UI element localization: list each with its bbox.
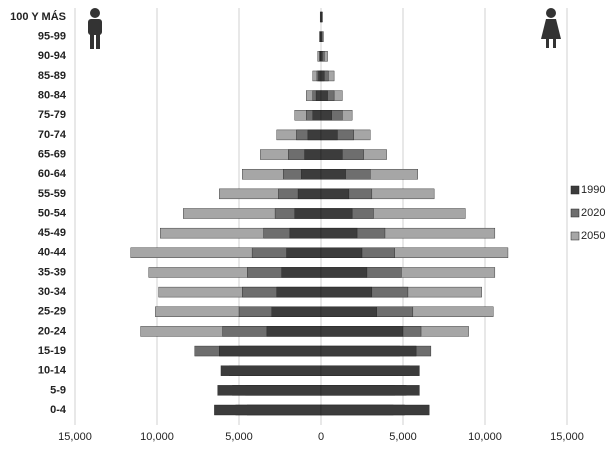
bar	[307, 129, 322, 141]
x-tick-label: 15,000	[58, 431, 92, 443]
bar	[315, 90, 322, 101]
bar	[320, 90, 328, 101]
bar	[320, 31, 322, 42]
bar	[294, 208, 322, 219]
y-tick-label: 100 Y MÁS	[10, 10, 66, 23]
bar	[320, 188, 350, 200]
bar	[220, 365, 322, 376]
bar	[320, 326, 404, 337]
x-tick-label: 5,000	[389, 431, 417, 443]
y-tick-label: 60-64	[38, 168, 67, 180]
legend-swatch	[570, 208, 580, 218]
legend-label: 2050	[581, 230, 605, 242]
y-tick-label: 50-54	[38, 207, 67, 219]
bar	[286, 247, 322, 259]
y-tick-label: 0-4	[50, 404, 67, 416]
bar	[320, 51, 323, 62]
bar	[219, 345, 322, 357]
bar	[320, 385, 420, 396]
bar	[320, 404, 430, 416]
y-tick-label: 65-69	[38, 148, 66, 160]
bar	[320, 208, 353, 219]
bar	[320, 306, 377, 317]
legend-label: 2020	[581, 207, 605, 219]
bar	[266, 326, 322, 337]
y-tick-label: 25-29	[38, 306, 66, 318]
bar	[276, 286, 322, 298]
y-tick-label: 95-99	[38, 31, 66, 43]
bar	[320, 70, 325, 82]
bar	[281, 267, 322, 278]
y-tick-label: 80-84	[38, 90, 67, 102]
y-tick-label: 40-44	[38, 247, 67, 259]
x-tick-label: 15,000	[550, 431, 584, 443]
legend-swatch	[570, 185, 580, 195]
bar	[320, 110, 332, 121]
bar	[312, 110, 322, 121]
bar	[320, 267, 368, 278]
x-tick-label: 10,000	[140, 431, 174, 443]
bar	[304, 149, 322, 160]
bar	[320, 286, 373, 298]
x-tick-label: 5,000	[225, 431, 253, 443]
bar	[320, 149, 343, 160]
bar	[320, 168, 346, 180]
bar	[214, 404, 322, 416]
bar	[318, 70, 322, 82]
bar	[289, 227, 322, 239]
bar	[297, 188, 322, 200]
y-tick-label: 45-49	[38, 227, 66, 239]
x-tick-label: 10,000	[468, 431, 502, 443]
y-tick-label: 90-94	[38, 50, 67, 62]
y-tick-label: 10-14	[38, 365, 67, 377]
bar	[320, 129, 338, 141]
y-tick-label: 5-9	[50, 384, 66, 396]
y-tick-label: 35-39	[38, 266, 66, 278]
male-icon	[88, 8, 102, 49]
bar	[320, 345, 417, 357]
y-tick-label: 30-34	[38, 286, 67, 298]
bar	[271, 306, 322, 317]
y-tick-label: 75-79	[38, 109, 66, 121]
bar	[301, 168, 322, 180]
legend-swatch	[570, 231, 580, 241]
y-tick-label: 85-89	[38, 70, 66, 82]
legend-label: 1990	[581, 184, 605, 196]
bar	[320, 247, 363, 259]
bar	[320, 227, 358, 239]
bar	[217, 385, 322, 396]
y-tick-label: 70-74	[38, 129, 67, 141]
x-tick-label: 0	[318, 431, 324, 443]
y-tick-label: 20-24	[38, 325, 67, 337]
y-tick-label: 15-19	[38, 345, 66, 357]
y-tick-label: 55-59	[38, 188, 66, 200]
bar	[320, 365, 420, 376]
female-icon	[541, 8, 561, 48]
